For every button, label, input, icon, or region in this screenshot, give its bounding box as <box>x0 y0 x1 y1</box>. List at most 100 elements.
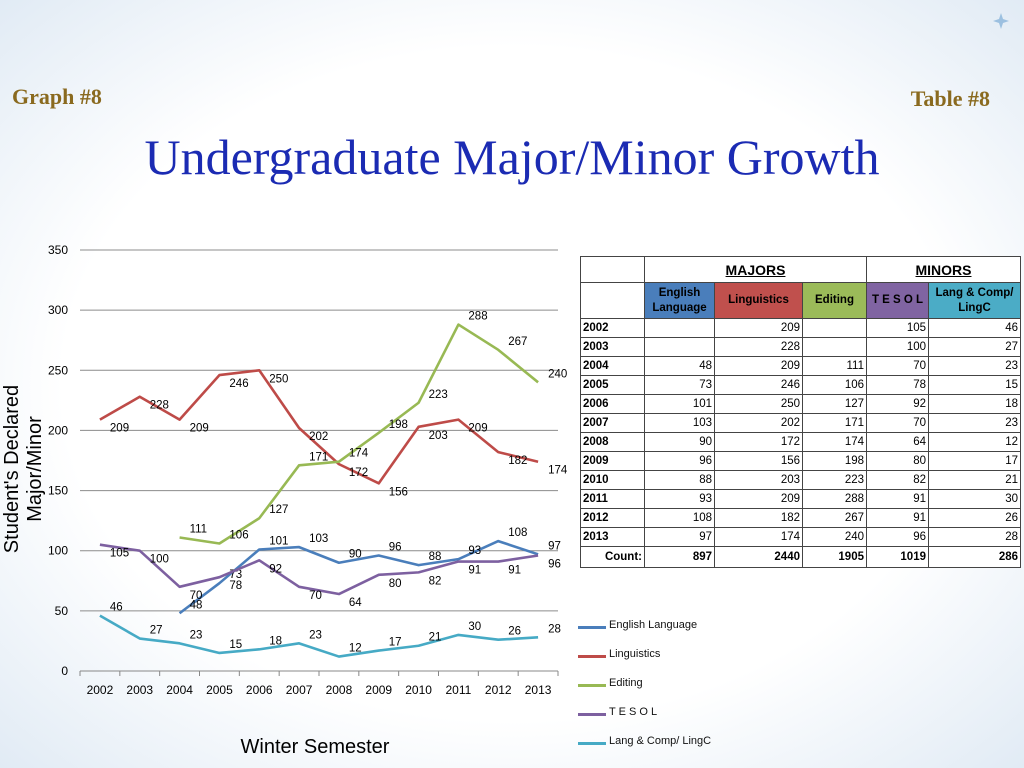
legend-item: Lang & Comp/ LingC <box>578 734 738 764</box>
table-cell: 82 <box>866 470 929 490</box>
data-label: 174 <box>349 448 369 460</box>
table-header-row: English Language Linguistics Editing T E S … <box>580 282 1021 319</box>
legend-item: T E S O L <box>578 705 738 735</box>
table-year-cell: 2006 <box>580 394 645 414</box>
table-year-cell: 2004 <box>580 356 645 376</box>
table-year-cell: 2013 <box>580 527 645 547</box>
table-cell: 223 <box>802 470 867 490</box>
y-tick-label: 200 <box>48 423 68 437</box>
table-header-cell: Lang & Comp/ LingC <box>928 282 1021 319</box>
data-label: 246 <box>229 378 248 390</box>
table-cell: 30 <box>928 489 1021 509</box>
table-cell: 64 <box>866 432 929 452</box>
table-row: 2002 209 105 46 <box>580 318 1021 338</box>
table-header-cell: Linguistics <box>714 282 803 319</box>
table-row: 2003 228 100 27 <box>580 337 1021 357</box>
table-cell: 127 <box>802 394 867 414</box>
table-cell: 15 <box>928 375 1021 395</box>
table-row: 2004 48 209 111 70 23 <box>580 356 1021 376</box>
table-cell: 174 <box>714 527 803 547</box>
table-cell <box>802 337 867 357</box>
data-label: 100 <box>150 554 169 566</box>
data-label: 80 <box>389 578 402 590</box>
table-cell: 23 <box>928 413 1021 433</box>
table-cell: 88 <box>644 470 715 490</box>
data-label: 106 <box>229 529 248 541</box>
table-cell: 70 <box>866 356 929 376</box>
table-row: 2005 73 246 106 78 15 <box>580 375 1021 395</box>
table-cell: 93 <box>644 489 715 509</box>
data-label: 223 <box>429 389 448 401</box>
x-tick-label: 2012 <box>485 683 512 697</box>
data-label: 70 <box>309 590 322 602</box>
table-row: 2008 90 172 174 64 12 <box>580 432 1021 452</box>
data-label: 64 <box>349 597 362 609</box>
x-tick-label: 2009 <box>365 683 392 697</box>
table-cell: 209 <box>714 356 803 376</box>
table-year-cell: 2009 <box>580 451 645 471</box>
table-cell: 267 <box>802 508 867 528</box>
count-cell: 2440 <box>714 546 803 568</box>
table-cell: 111 <box>802 356 867 376</box>
table-cell <box>644 337 715 357</box>
table-year-cell: 2007 <box>580 413 645 433</box>
data-label: 156 <box>389 486 408 498</box>
series-line-2 <box>99 368 539 485</box>
x-tick-label: 2013 <box>525 683 552 697</box>
data-label: 91 <box>468 565 481 577</box>
table-year-cell: 2012 <box>580 508 645 528</box>
table-cell: 12 <box>928 432 1021 452</box>
legend-swatch <box>578 655 606 658</box>
table-cell <box>644 318 715 338</box>
table-corner-cell <box>580 256 645 283</box>
data-label: 172 <box>349 467 368 479</box>
data-label: 26 <box>508 626 521 638</box>
table-cell: 27 <box>928 337 1021 357</box>
count-cell: 286 <box>928 546 1021 568</box>
table-row: 2013 97 174 240 96 28 <box>580 527 1021 547</box>
data-label: 15 <box>229 639 242 651</box>
data-label: 91 <box>508 565 521 577</box>
data-label: 198 <box>389 419 408 431</box>
data-label: 96 <box>389 542 402 554</box>
legend-label: Linguistics <box>609 648 661 660</box>
data-label: 27 <box>150 625 163 637</box>
table-cell: 28 <box>928 527 1021 547</box>
table-cell: 18 <box>928 394 1021 414</box>
legend-label: English Language <box>609 619 698 631</box>
table-cell: 46 <box>928 318 1021 338</box>
data-label: 30 <box>468 621 481 633</box>
data-label: 111 <box>190 523 207 535</box>
table-cell: 209 <box>714 318 803 338</box>
graph-label: Graph #8 <box>12 84 102 109</box>
data-label: 17 <box>389 637 402 649</box>
legend-label: Lang & Comp/ LingC <box>609 735 712 747</box>
data-label: 127 <box>269 504 288 516</box>
table-year-cell: 2010 <box>580 470 645 490</box>
y-tick-label: 100 <box>48 544 68 558</box>
table-cell: 48 <box>644 356 715 376</box>
table-label: Table #8 <box>910 86 990 111</box>
data-label: 97 <box>548 540 561 552</box>
table-cell: 92 <box>866 394 929 414</box>
legend-label: Editing <box>609 677 643 689</box>
x-tick-label: 2004 <box>166 683 193 697</box>
series-line-3 <box>179 323 539 545</box>
x-tick-label: 2007 <box>286 683 313 697</box>
y-tick-label: 350 <box>48 243 68 257</box>
table-cell: 203 <box>714 470 803 490</box>
table-row: 2010 88 203 223 82 21 <box>580 470 1021 490</box>
data-label: 90 <box>349 549 362 561</box>
x-tick-label: 2002 <box>87 683 114 697</box>
legend-swatch <box>578 626 606 629</box>
legend-swatch <box>578 713 606 716</box>
data-label: 288 <box>468 311 487 323</box>
data-label: 105 <box>110 548 129 560</box>
data-label: 174 <box>548 465 568 477</box>
legend-item: English Language <box>578 618 738 648</box>
x-tick-label: 2005 <box>206 683 233 697</box>
table-cell: 172 <box>714 432 803 452</box>
legend-swatch <box>578 684 606 687</box>
data-label: 228 <box>150 400 169 412</box>
y-tick-label: 250 <box>48 363 68 377</box>
